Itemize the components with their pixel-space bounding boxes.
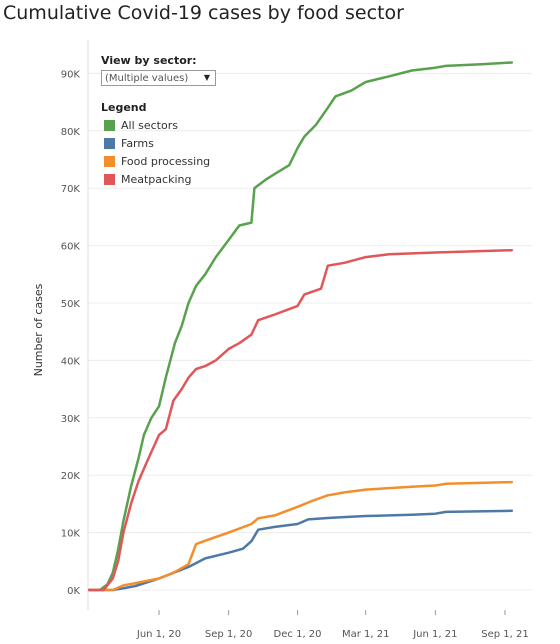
legend-swatch <box>104 120 115 131</box>
legend-swatch <box>104 138 115 149</box>
legend-swatch <box>104 156 115 167</box>
y-tick-label: 30K <box>61 414 81 425</box>
y-tick-label: 10K <box>61 529 81 540</box>
x-tick-label: Dec 1, 20 <box>274 629 322 640</box>
series-line[interactable] <box>88 480 514 592</box>
x-tick-label: Sep 1, 21 <box>481 629 528 640</box>
filter-value: (Multiple values) <box>105 73 189 84</box>
legend-label: Meatpacking <box>121 173 192 186</box>
y-tick-label: 50K <box>61 299 81 310</box>
legend-swatch <box>104 174 115 185</box>
series-lines <box>88 61 514 592</box>
legend-label: All sectors <box>121 119 178 132</box>
series-line[interactable] <box>88 248 514 592</box>
x-axis: Jun 1, 20 Sep 1, 20 Dec 1, 20 Mar 1, 21 Jun … <box>136 610 529 640</box>
y-tick-label: 90K <box>61 69 81 80</box>
filter-label: View by sector: <box>101 54 197 67</box>
y-tick-label: 70K <box>61 184 81 195</box>
series-line[interactable] <box>88 509 514 592</box>
x-tick-label: Jun 1, 20 <box>136 629 181 640</box>
legend-item[interactable]: All sectors <box>104 119 178 133</box>
series-line[interactable] <box>88 61 514 592</box>
y-axis-label: Number of cases <box>32 283 45 376</box>
legend-title: Legend <box>101 101 147 114</box>
x-tick-label: Sep 1, 20 <box>205 629 252 640</box>
legend-label: Food processing <box>121 155 211 168</box>
y-tick-label: 40K <box>61 356 81 367</box>
y-tick-label: 60K <box>61 242 81 253</box>
chart-title: Cumulative Covid-19 cases by food sector <box>3 2 404 24</box>
legend-label: Farms <box>121 137 154 150</box>
x-tick-label: Mar 1, 21 <box>342 629 390 640</box>
y-tick-label: 0K <box>67 586 80 597</box>
sector-filter-dropdown[interactable]: (Multiple values) ▼ <box>101 70 216 86</box>
x-tick-label: Jun 1, 21 <box>412 629 457 640</box>
y-tick-label: 20K <box>61 471 81 482</box>
legend-item[interactable]: Meatpacking <box>104 173 191 187</box>
legend-item[interactable]: Farms <box>104 137 154 151</box>
y-axis: 0K 10K 20K 30K 40K 50K 60K 70K 80K 90K <box>61 40 89 610</box>
chevron-down-icon: ▼ <box>203 73 210 82</box>
legend-item[interactable]: Food processing <box>104 155 210 169</box>
y-tick-label: 80K <box>61 127 81 138</box>
